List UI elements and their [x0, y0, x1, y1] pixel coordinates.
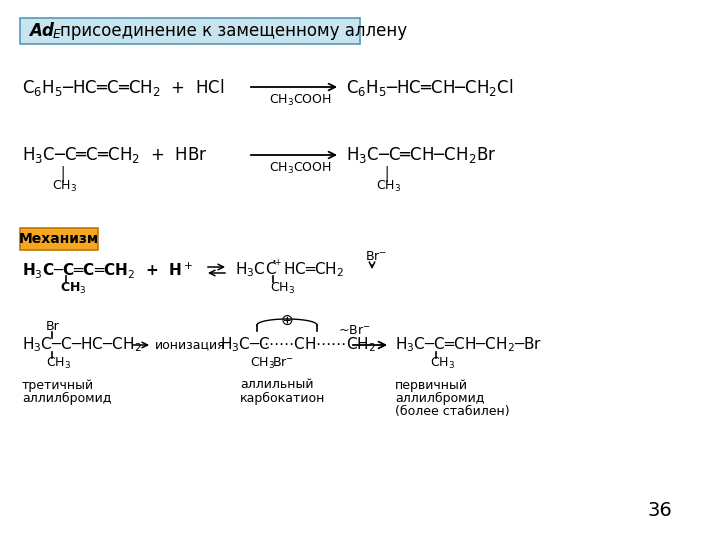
Text: CH$_3$COOH: CH$_3$COOH	[269, 160, 332, 176]
Text: Br$^{-}$: Br$^{-}$	[365, 249, 387, 262]
Text: H$_3$C─C═C═CH$_2$  +  HBr: H$_3$C─C═C═CH$_2$ + HBr	[22, 145, 207, 165]
Text: H$_3$C─C═CH─CH$_2$Br: H$_3$C─C═CH─CH$_2$Br	[346, 145, 496, 165]
Text: H$_3$C─C─HC─CH$_2$: H$_3$C─C─HC─CH$_2$	[22, 336, 142, 354]
Text: C$_6$H$_5$─HC═CH─CH$_2$Cl: C$_6$H$_5$─HC═CH─CH$_2$Cl	[346, 77, 513, 98]
Text: $\mathit{E}$: $\mathit{E}$	[52, 29, 62, 42]
Text: CH$_3$: CH$_3$	[52, 178, 77, 193]
FancyBboxPatch shape	[20, 228, 98, 250]
Text: CH$_3$: CH$_3$	[60, 280, 86, 295]
Text: HC═CH$_2$: HC═CH$_2$	[283, 261, 344, 279]
Text: ·: ·	[271, 255, 276, 271]
Text: CH$_3$COOH: CH$_3$COOH	[269, 92, 332, 107]
Text: 36: 36	[647, 501, 672, 519]
Text: │: │	[382, 166, 390, 183]
Text: │: │	[58, 166, 66, 183]
Text: аллилбромид: аллилбромид	[395, 392, 485, 404]
Text: H$_3$C─C═CH─CH$_2$─Br: H$_3$C─C═CH─CH$_2$─Br	[395, 336, 542, 354]
Text: аллильный: аллильный	[240, 379, 313, 392]
Text: Br: Br	[46, 321, 60, 334]
Text: ~Br$^{-}$: ~Br$^{-}$	[338, 325, 371, 338]
Text: Br$^{-}$: Br$^{-}$	[272, 356, 294, 369]
Text: $^+$: $^+$	[273, 258, 282, 268]
Text: ⋯⋯CH⋯⋯CH$_2$: ⋯⋯CH⋯⋯CH$_2$	[263, 336, 376, 354]
Text: $\oplus$: $\oplus$	[280, 313, 294, 327]
Text: CH$_3$: CH$_3$	[376, 178, 401, 193]
Text: карбокатион: карбокатион	[240, 392, 325, 404]
Text: аллилбромид: аллилбромид	[22, 392, 112, 404]
Text: CH$_3$: CH$_3$	[430, 355, 455, 370]
Text: $\bfit{Ad}$: $\bfit{Ad}$	[28, 22, 56, 40]
Text: C: C	[265, 262, 276, 278]
FancyBboxPatch shape	[20, 18, 360, 44]
Text: Механизм: Механизм	[19, 232, 99, 246]
Text: ионизация: ионизация	[155, 339, 225, 352]
Text: CH$_3$: CH$_3$	[250, 355, 275, 370]
Text: H$_3$C─C: H$_3$C─C	[220, 336, 271, 354]
Text: H$_3$C: H$_3$C	[235, 261, 266, 279]
Text: C$_6$H$_5$─HC═C═CH$_2$  +  HCl: C$_6$H$_5$─HC═C═CH$_2$ + HCl	[22, 77, 225, 98]
Text: CH$_3$: CH$_3$	[46, 355, 71, 370]
Text: H$_3$C─C═C═CH$_2$  +  H$^+$: H$_3$C─C═C═CH$_2$ + H$^+$	[22, 260, 194, 280]
Text: третичный: третичный	[22, 379, 94, 392]
Text: первичный: первичный	[395, 379, 468, 392]
Text: CH$_3$: CH$_3$	[270, 280, 295, 295]
Text: (более стабилен): (более стабилен)	[395, 404, 510, 417]
Text: присоединение к замещенному аллену: присоединение к замещенному аллену	[60, 22, 407, 40]
